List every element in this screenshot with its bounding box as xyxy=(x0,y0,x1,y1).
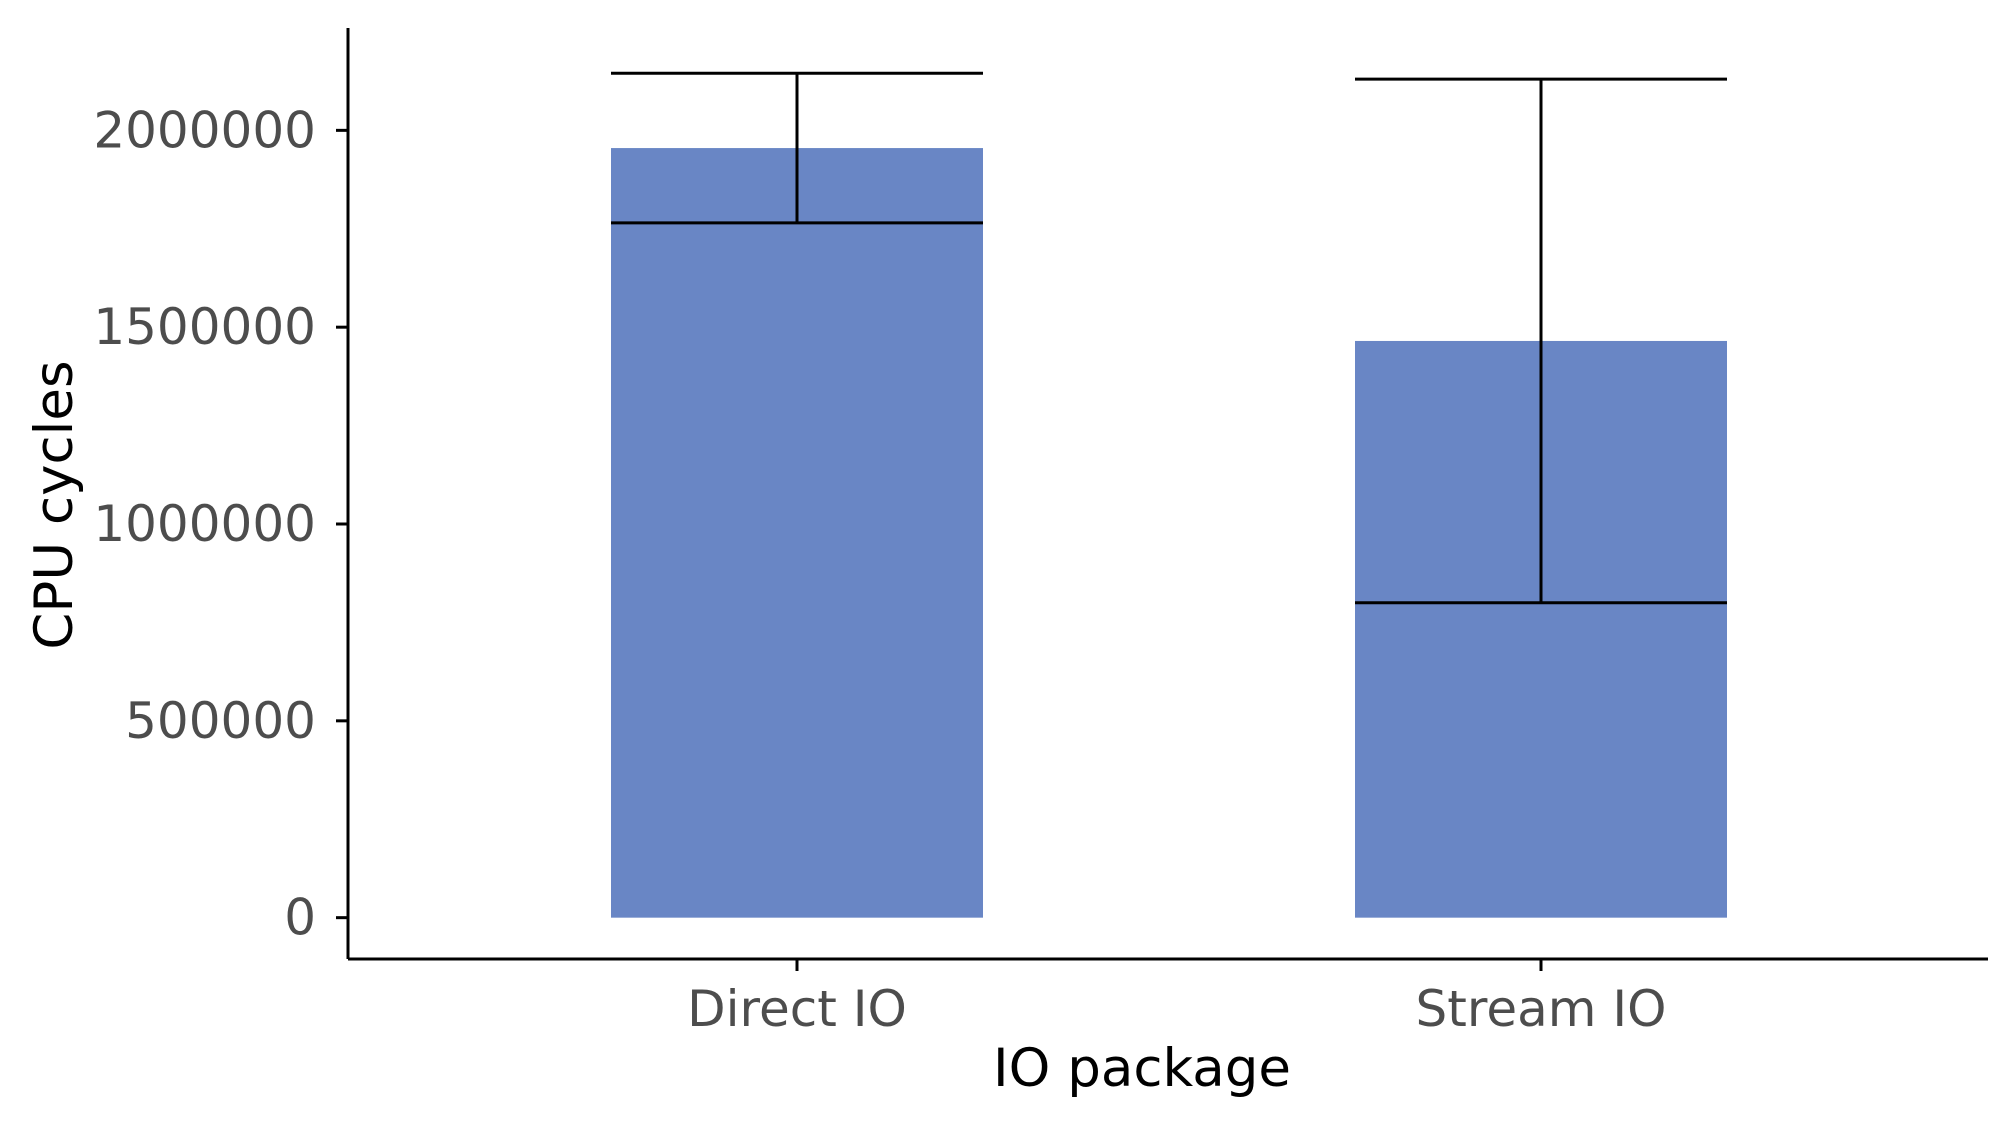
x-tick-label: Direct IO xyxy=(687,980,907,1038)
bar-direct-io xyxy=(611,148,983,918)
y-tick-label: 1000000 xyxy=(93,495,316,553)
axes-layer xyxy=(346,28,1988,961)
y-ticks-layer: 0 500000 1000000 1500000 2000000 xyxy=(93,101,348,947)
x-ticks-layer: Direct IO Stream IO xyxy=(687,959,1666,1038)
error-bars-layer xyxy=(611,71,1727,605)
y-tick-label: 2000000 xyxy=(93,101,316,159)
y-axis-title: CPU cycles xyxy=(24,360,85,649)
y-tick-label: 0 xyxy=(284,889,316,947)
x-tick-label: Stream IO xyxy=(1416,980,1667,1038)
bars-layer xyxy=(611,148,1727,918)
y-tick-label: 1500000 xyxy=(93,298,316,356)
y-tick-label: 500000 xyxy=(125,692,316,750)
x-axis-title: IO package xyxy=(993,1038,1291,1099)
